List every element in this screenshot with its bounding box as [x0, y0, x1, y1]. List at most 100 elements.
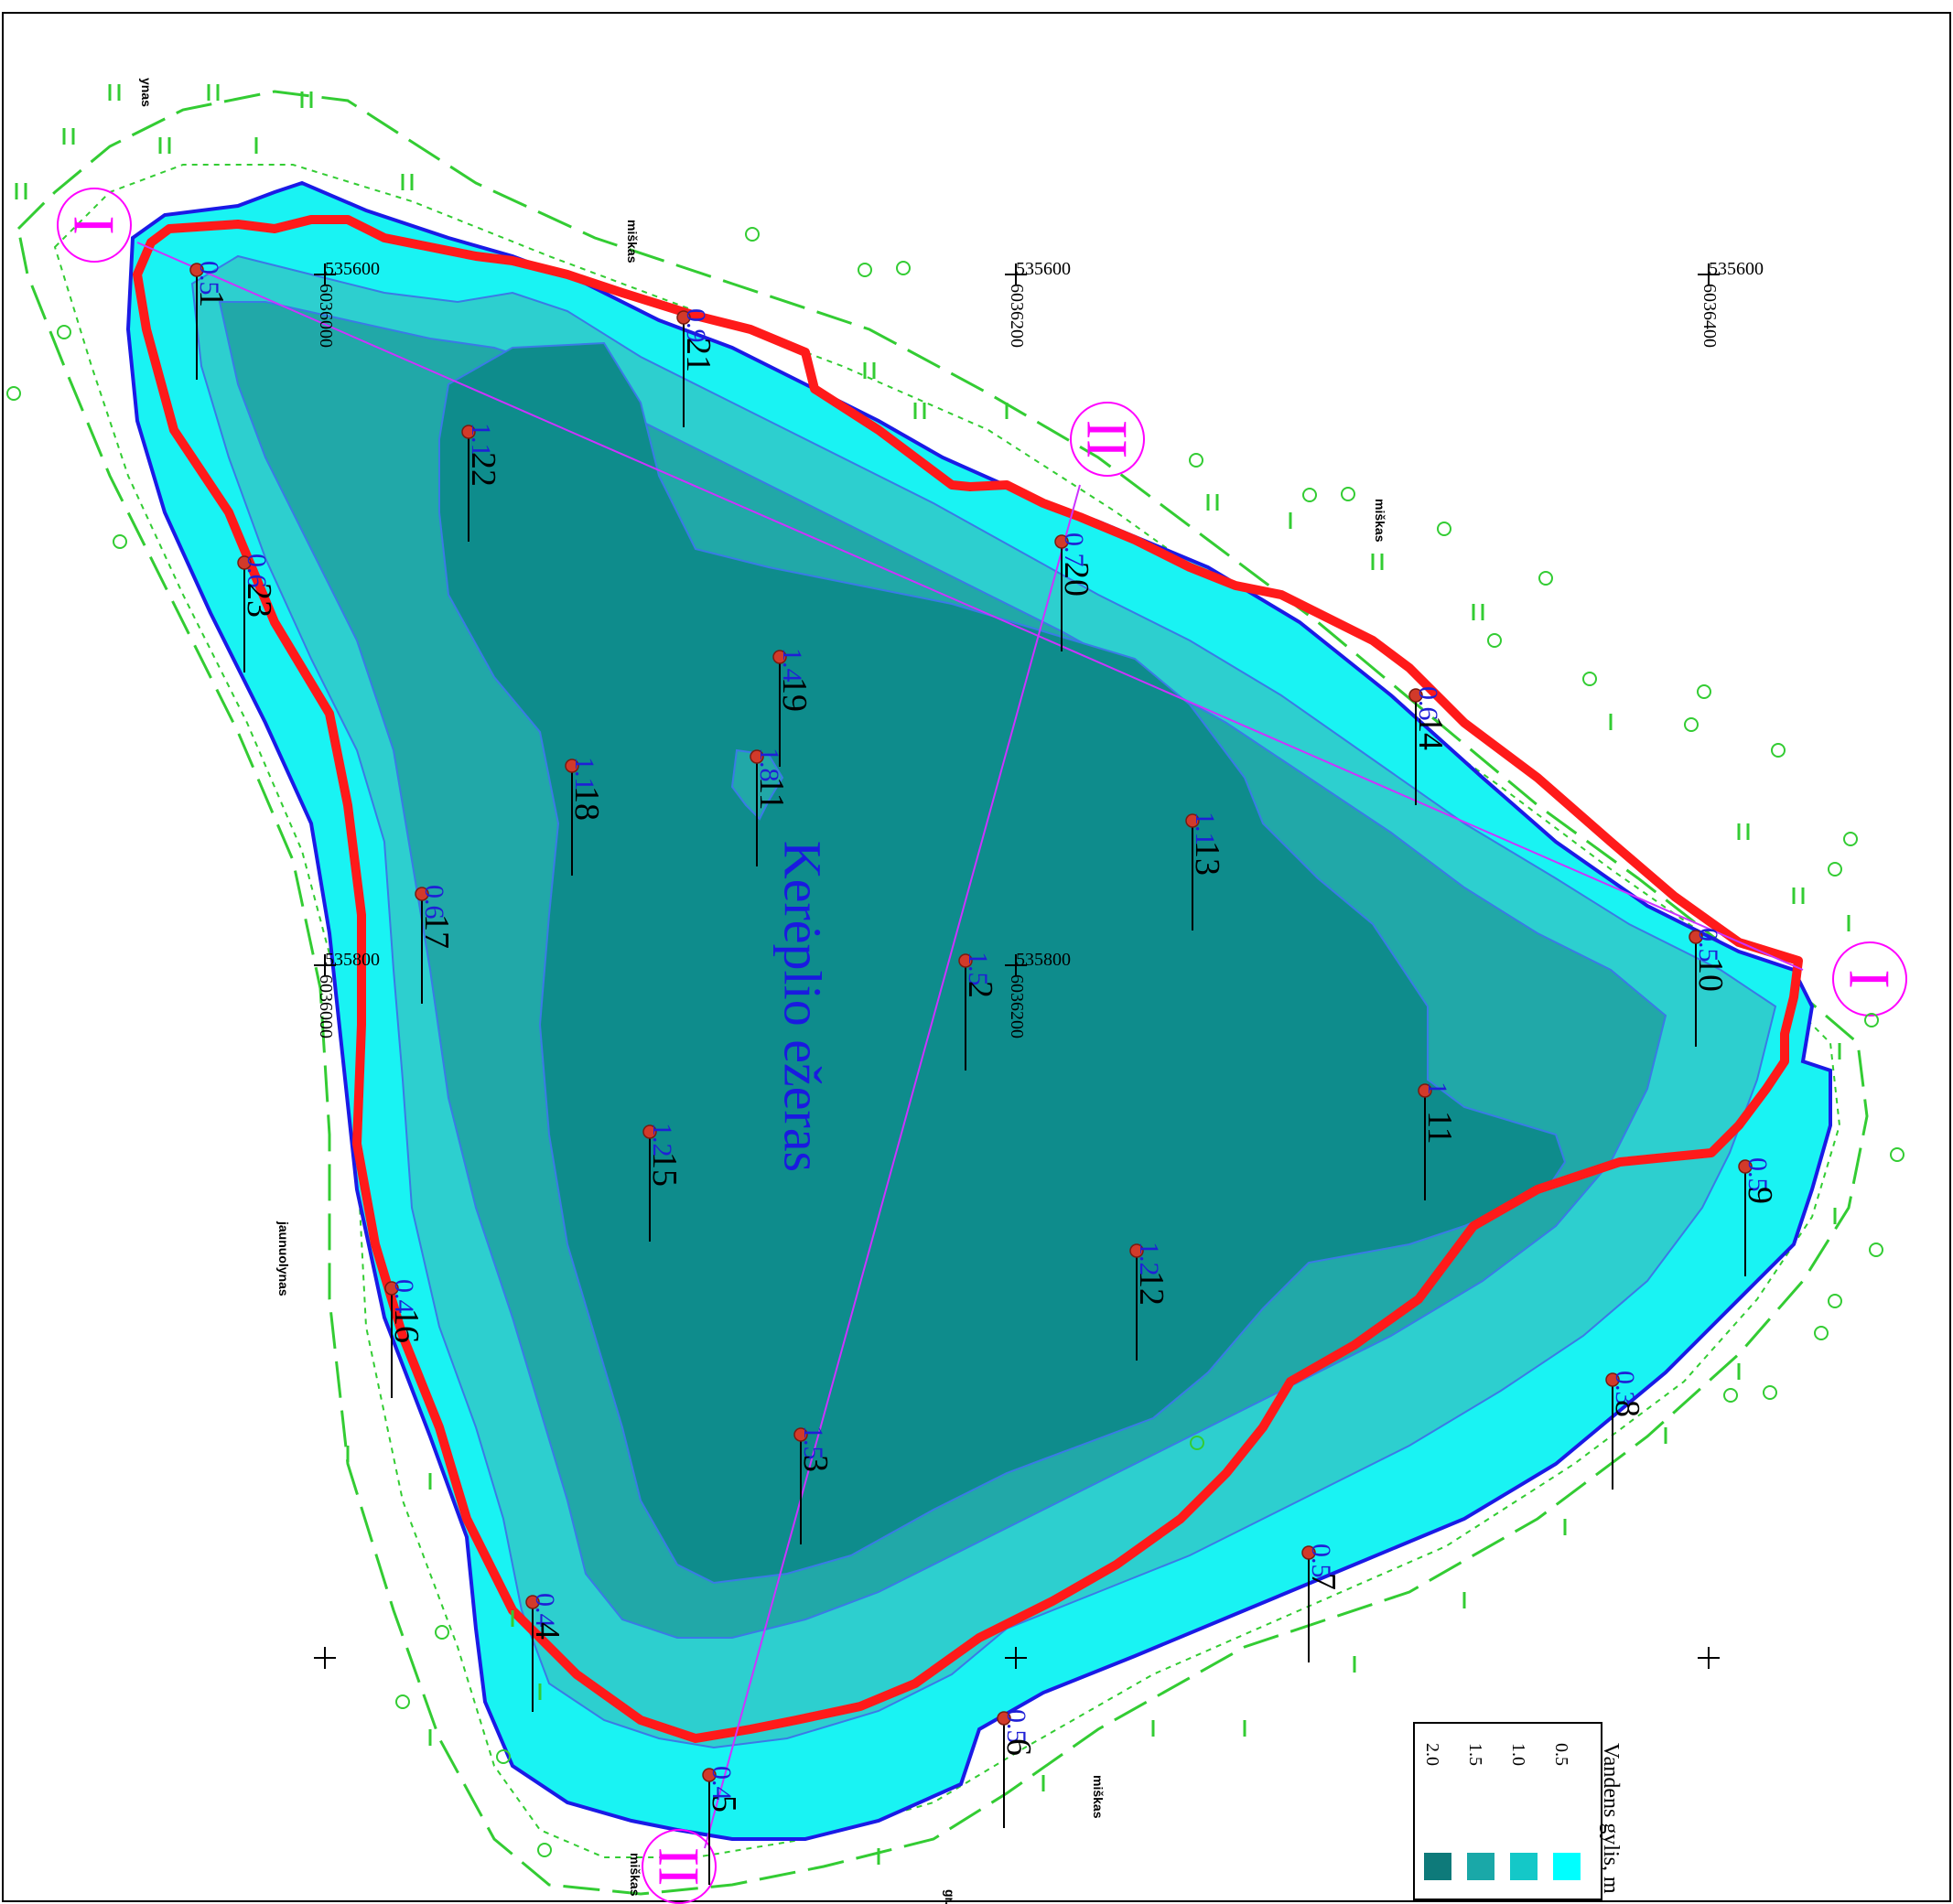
- zone-deepest: [438, 341, 1567, 1585]
- station-depth: 1.4: [777, 648, 807, 683]
- station-number: 18: [567, 786, 606, 821]
- station-8: 0.614: [1408, 686, 1450, 805]
- station-dot: [702, 1768, 717, 1782]
- legend-item-0: 0.5: [1551, 1743, 1581, 1880]
- station-6: 1.118: [565, 757, 606, 876]
- station-dot: [997, 1711, 1011, 1726]
- legend-label-2: 1.5: [1465, 1743, 1485, 1766]
- station-10: 0.617: [415, 885, 456, 1004]
- lake-name: Kerėplio ežeras: [773, 841, 833, 1172]
- coord-x-535600-b: 535600: [1016, 259, 1071, 279]
- outer-vegetation-boundary: [16, 90, 1869, 1896]
- station-14: 1.215: [642, 1123, 684, 1242]
- station-number: 20: [1057, 562, 1095, 597]
- station-17: 0.416: [384, 1279, 426, 1398]
- place-fragment-top: ynas: [139, 78, 154, 107]
- station-depth: 1.1: [1190, 812, 1220, 846]
- station-depth: 0.4: [707, 1766, 737, 1801]
- station-12: 0.510: [1689, 928, 1730, 1047]
- place-fragment-bottom: gr.: [943, 1889, 957, 1904]
- station-13: 111: [1418, 1081, 1459, 1200]
- legend-title: Vandens gylis, m: [1599, 1743, 1623, 1894]
- station-dot: [1185, 813, 1200, 828]
- grass-symbols: [15, 84, 1850, 1865]
- station-number: 1: [192, 290, 231, 307]
- station-dot: [189, 263, 204, 277]
- station-2: 1.122: [461, 423, 502, 542]
- station-dot: [676, 310, 691, 325]
- station-dot: [1301, 1545, 1316, 1560]
- station-dot: [1129, 1243, 1144, 1258]
- station-number: 9: [1741, 1187, 1779, 1204]
- stations-layer: 0.510.9211.1220.6230.7201.4191.1181.8110…: [189, 261, 1779, 1885]
- coord-x-535800-a: 535800: [325, 950, 380, 970]
- map-frame: [2, 12, 1951, 1902]
- station-depth: 1.1: [466, 423, 496, 457]
- inner-vegetation-boundary: [53, 164, 1841, 1858]
- station-5: 1.419: [772, 648, 814, 767]
- station-depth: 0.5: [1693, 928, 1723, 963]
- station-number: 11: [752, 777, 791, 811]
- place-forest-bottom: miškas: [1091, 1775, 1106, 1819]
- station-dot: [1738, 1159, 1753, 1174]
- section-label-I-end: I: [1838, 969, 1903, 988]
- station-depth: 1.5: [798, 1425, 828, 1460]
- station-21: 0.44: [525, 1593, 566, 1712]
- coord-y-6036000-b: 6036000: [316, 974, 336, 1038]
- profile-line-II: [704, 484, 1081, 1849]
- station-depth: 0.3: [1610, 1371, 1640, 1405]
- station-depth: 0.5: [1001, 1709, 1031, 1744]
- station-depth: 1.2: [1134, 1242, 1164, 1276]
- station-number: 23: [240, 583, 278, 618]
- station-11: 1.52: [958, 952, 999, 1070]
- station-number: 6: [999, 1738, 1038, 1756]
- station-number: 5: [705, 1795, 743, 1813]
- station-dot: [1689, 930, 1703, 944]
- station-7: 1.811: [750, 748, 791, 866]
- station-number: 16: [387, 1308, 426, 1343]
- station-number: 21: [679, 338, 718, 372]
- station-dot: [1418, 1083, 1432, 1098]
- station-depth: 0.5: [194, 261, 224, 296]
- legend-item-3: 2.0: [1422, 1743, 1451, 1880]
- station-number: 14: [1411, 715, 1450, 750]
- station-number: 15: [645, 1152, 684, 1187]
- coord-y-6036200-a: 6036200: [1007, 284, 1027, 348]
- station-dot: [384, 1281, 399, 1296]
- station-number: 12: [1132, 1271, 1171, 1306]
- station-dot: [525, 1595, 540, 1609]
- station-19: 0.38: [1605, 1371, 1646, 1490]
- station-number: 11: [1420, 1111, 1459, 1145]
- station-number: 7: [1304, 1573, 1343, 1590]
- station-depth: 0.4: [389, 1279, 419, 1314]
- station-depth: 0.9: [681, 308, 711, 343]
- station-number: 2: [961, 981, 999, 998]
- profile-line-I: [136, 242, 1804, 971]
- legend: Vandens gylis, m 0.5 1.0 1.5 2.0: [1413, 1722, 1623, 1900]
- station-dot: [1408, 688, 1423, 703]
- place-forest-right: miškas: [1373, 499, 1387, 543]
- station-number: 3: [796, 1455, 835, 1472]
- station-number: 17: [417, 914, 456, 949]
- station-number: 13: [1188, 841, 1226, 876]
- station-1: 0.921: [676, 308, 718, 427]
- station-9: 1.113: [1185, 812, 1226, 930]
- station-depth: 0.6: [1413, 686, 1443, 721]
- station-dot: [1605, 1372, 1620, 1387]
- station-number: 19: [775, 677, 814, 712]
- legend-label-0: 0.5: [1551, 1743, 1571, 1766]
- station-depth: 0.4: [530, 1593, 560, 1628]
- station-dot: [793, 1427, 808, 1442]
- station-dot: [772, 650, 787, 664]
- station-dot: [1054, 534, 1069, 549]
- station-15: 0.59: [1738, 1157, 1779, 1276]
- station-depth: 1.8: [754, 748, 784, 782]
- legend-label-1: 1.0: [1508, 1743, 1528, 1766]
- station-depth: 0.6: [242, 554, 272, 588]
- coord-x-535800-b: 535800: [1016, 950, 1071, 970]
- station-depth: 1.2: [647, 1123, 677, 1157]
- station-22: 0.56: [997, 1709, 1038, 1828]
- legend-item-2: 1.5: [1465, 1743, 1494, 1880]
- place-forest-top: miškas: [625, 220, 640, 264]
- station-4: 0.720: [1054, 532, 1095, 651]
